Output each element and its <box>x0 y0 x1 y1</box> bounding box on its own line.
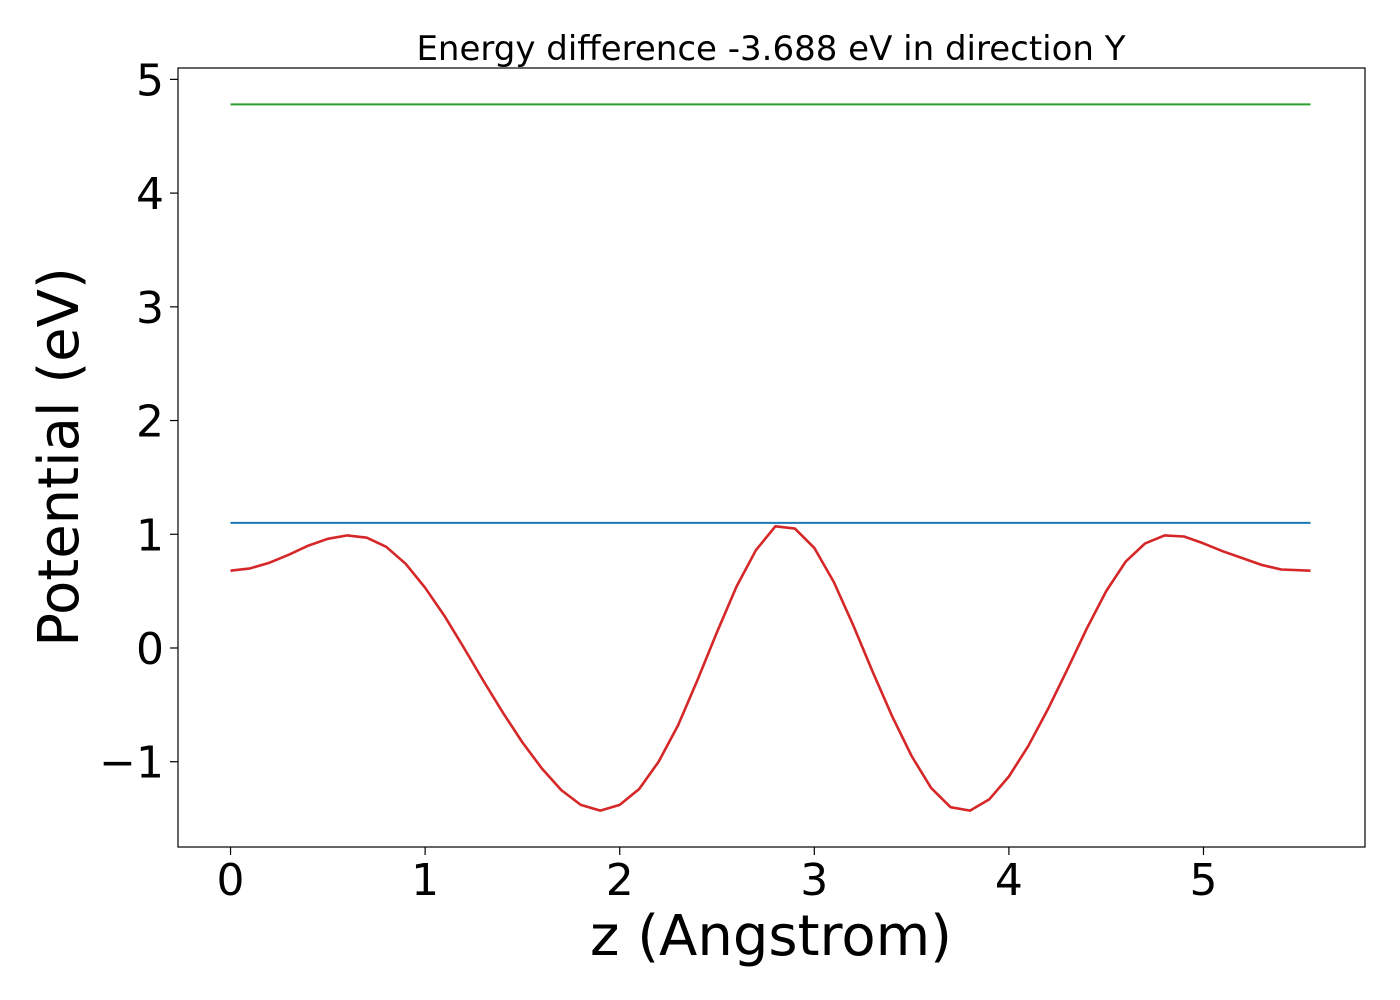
y-axis: −1 0 1 2 3 4 5 <box>99 55 178 789</box>
y-tick-label: 3 <box>136 283 164 334</box>
x-axis: 0 1 2 3 4 5 <box>217 847 1217 906</box>
x-tick-label: 4 <box>995 855 1023 906</box>
x-tick-label: 2 <box>606 855 634 906</box>
y-tick-label: 4 <box>136 169 164 220</box>
y-tick-label: −1 <box>99 738 164 789</box>
y-tick-label: 2 <box>136 397 164 448</box>
series-line-2 <box>230 524 1311 812</box>
x-axis-label: z (Angstrom) <box>590 904 952 969</box>
y-tick-label: 1 <box>136 510 164 561</box>
y-tick-label: 5 <box>136 55 164 106</box>
x-tick-label: 0 <box>217 855 245 906</box>
x-tick-label: 3 <box>800 855 828 906</box>
plot-frame <box>177 67 1366 848</box>
x-tick-label: 5 <box>1189 855 1217 906</box>
y-tick-label: 0 <box>136 624 164 675</box>
x-tick-label: 1 <box>411 855 439 906</box>
chart-title: Energy difference -3.688 eV in direction… <box>416 29 1125 69</box>
y-axis-label: Potential (eV) <box>27 267 92 647</box>
